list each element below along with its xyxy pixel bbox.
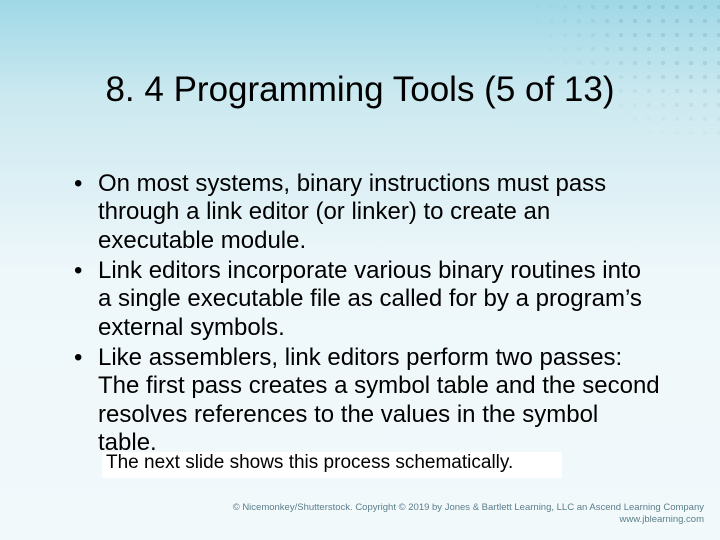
bullet-list: On most systems, binary instructions mus…: [70, 170, 660, 457]
copyright-url: www.jblearning.com: [233, 514, 704, 526]
bullet-item: On most systems, binary instructions mus…: [70, 170, 660, 255]
bullet-item: Like assemblers, link editors perform tw…: [70, 344, 660, 457]
slide-title: 8. 4 Programming Tools (5 of 13): [0, 70, 720, 110]
note-container: The next slide shows this process schema…: [106, 452, 513, 475]
slide-body: On most systems, binary instructions mus…: [70, 170, 660, 459]
copyright-line: © Nicemonkey/Shutterstock. Copyright © 2…: [233, 502, 704, 514]
bullet-item: Link editors incorporate various binary …: [70, 257, 660, 342]
copyright-footer: © Nicemonkey/Shutterstock. Copyright © 2…: [233, 502, 704, 526]
note-text: The next slide shows this process schema…: [106, 452, 513, 475]
slide: 8. 4 Programming Tools (5 of 13) On most…: [0, 0, 720, 540]
